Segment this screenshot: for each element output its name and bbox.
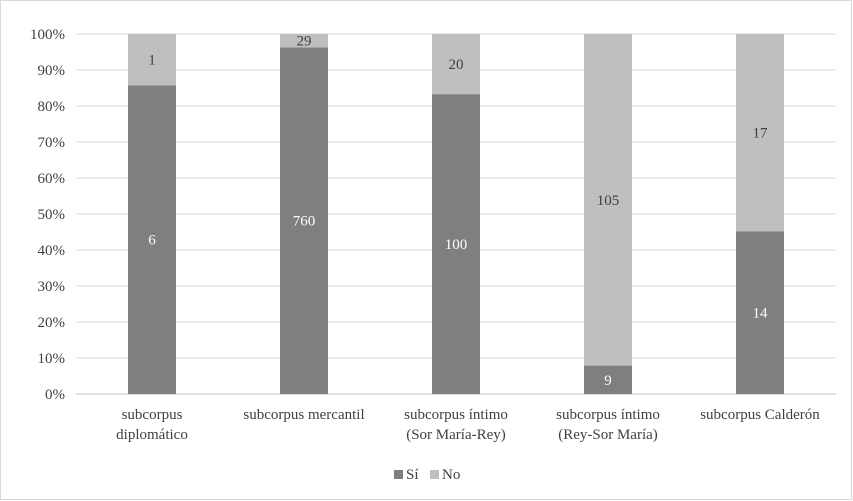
data-label: 29 (297, 34, 312, 50)
bars (128, 34, 784, 395)
data-label: 9 (604, 373, 612, 389)
legend: Sí No (394, 467, 460, 483)
bar-segment-no (280, 34, 328, 48)
data-label: 1 (148, 53, 156, 69)
y-tick-label: 10% (38, 351, 66, 367)
y-tick-label: 40% (38, 243, 66, 259)
data-label: 17 (753, 126, 769, 142)
y-tick-label: 0% (45, 387, 65, 403)
legend-swatch-no (430, 470, 439, 479)
data-label: 14 (753, 306, 769, 322)
bar-segment-si (280, 47, 328, 394)
y-tick-label: 20% (38, 315, 66, 331)
x-category-label: subcorpus Calderón (700, 407, 820, 423)
y-tick-label: 100% (30, 27, 65, 43)
legend-label: No (442, 467, 460, 483)
y-tick-label: 30% (38, 279, 66, 295)
data-label: 20 (449, 57, 464, 73)
data-label: 6 (148, 233, 156, 249)
bar-segment-no (432, 34, 480, 95)
y-tick-label: 70% (38, 135, 66, 151)
data-label: 760 (293, 214, 316, 230)
data-labels: 6 1 760 29 100 20 9 105 14 17 (148, 34, 768, 389)
bar-segment-no (584, 34, 632, 366)
x-category-label: subcorpus diplomático (116, 407, 188, 443)
bar-segment-si (128, 85, 176, 394)
x-category-label: subcorpus íntimo (Sor María-Rey) (404, 407, 508, 443)
y-tick-label: 80% (38, 99, 66, 115)
legend-label: Sí (406, 467, 419, 483)
bar-segment-si (584, 365, 632, 394)
legend-swatch-si (394, 470, 403, 479)
y-tick-label: 90% (38, 63, 66, 79)
y-axis-ticks: 0% 10% 20% 30% 40% 50% 60% 70% 80% 90% 100% (30, 27, 65, 403)
bar-segment-si (432, 94, 480, 395)
bar-segment-no (736, 34, 784, 232)
data-label: 105 (597, 193, 620, 209)
y-tick-label: 50% (38, 207, 66, 223)
bar-segment-si (736, 231, 784, 394)
x-category-label: subcorpus íntimo (Rey-Sor María) (556, 407, 660, 443)
data-label: 100 (445, 237, 468, 253)
bar-segment-no (128, 34, 176, 86)
y-tick-label: 60% (38, 171, 66, 187)
x-axis-categories: subcorpus diplomático subcorpus mercantil s… (116, 407, 820, 443)
x-category-label: subcorpus mercantil (243, 407, 364, 423)
